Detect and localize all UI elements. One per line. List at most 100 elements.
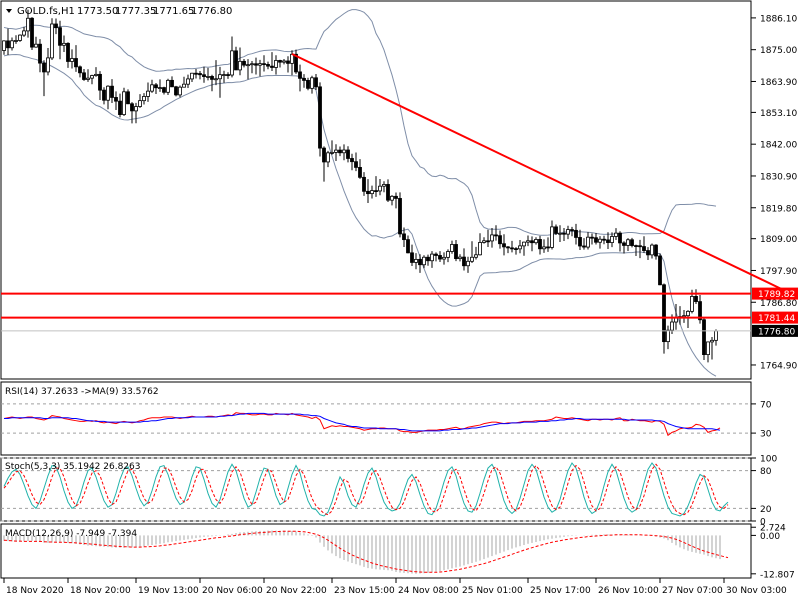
candle-body	[646, 250, 650, 256]
macd-signal-line	[3, 530, 729, 573]
price-tick-label: 1842.00	[760, 141, 797, 151]
candle-body	[642, 246, 646, 251]
rsi-line	[3, 412, 721, 437]
candle-body	[554, 226, 558, 234]
candle-body	[306, 80, 310, 89]
candle-body	[58, 27, 62, 46]
candle-body	[442, 256, 446, 260]
candle-body	[114, 97, 118, 102]
candle-body	[710, 339, 714, 343]
indicator-tick-label: 20	[760, 505, 772, 515]
rsi-pane-frame	[0, 381, 752, 456]
indicator-tick-label: 0	[760, 518, 766, 528]
chart-header: GOLD.fs,H1 1773.50 1777.35 1771.65 1776.…	[6, 6, 232, 17]
candle-body	[310, 77, 314, 89]
price-axis: 1886.10 1875.00 1863.90 1853.10 1842.00 1830.…	[751, 14, 797, 371]
time-tick-label: 20 Nov 06:00	[202, 586, 263, 596]
candle-body	[330, 152, 334, 154]
candle-body	[402, 233, 406, 241]
stochastic-pane[interactable]: 100 80 20 0 Stoch(5,3,3) 35.1942 26.8263	[0, 455, 777, 528]
rsi-pane[interactable]: 70 30 RSI(14) 37.2633 ->MA(9) 33.5762	[0, 381, 772, 456]
candle-body	[430, 253, 434, 262]
candle-body	[70, 58, 74, 62]
candle-body	[506, 246, 510, 249]
candle-body	[434, 253, 438, 256]
candle-body	[518, 245, 522, 250]
candle-body	[298, 71, 302, 79]
candle-body	[386, 184, 390, 201]
candlesticks	[2, 9, 718, 363]
candle-body	[618, 232, 622, 244]
candle-body	[578, 237, 582, 247]
rsi-ma-line	[4, 412, 721, 432]
macd-tick-label: -12.807	[760, 570, 795, 580]
candle-body	[254, 63, 258, 66]
price-tick-label: 1863.90	[760, 78, 797, 88]
candle-body	[34, 43, 38, 48]
candle-body	[338, 149, 342, 154]
bollinger-bands	[3, 9, 717, 377]
candle-body	[74, 58, 78, 68]
candle-body	[666, 329, 670, 343]
candle-body	[146, 90, 150, 97]
price-tick-label: 1809.00	[760, 235, 797, 245]
candle-body	[526, 240, 530, 243]
candle-body	[162, 87, 166, 93]
candle-body	[182, 83, 186, 88]
candle-body	[394, 195, 398, 199]
price-pane-frame	[0, 0, 752, 380]
candle-body	[542, 246, 546, 250]
candle-body	[574, 229, 578, 238]
time-tick-label: 18 Nov 20:00	[70, 586, 131, 596]
candle-body	[118, 100, 122, 115]
candle-body	[46, 57, 50, 73]
chart-menu-triangle-icon[interactable]	[6, 9, 12, 13]
candle-body	[478, 242, 482, 256]
candle-body	[670, 321, 674, 331]
resistance-trendline	[291, 53, 785, 292]
candle-body	[54, 23, 58, 29]
candle-body	[698, 301, 702, 321]
candle-body	[690, 296, 694, 312]
candle-body	[682, 315, 686, 318]
price-tick-label: 1853.10	[760, 109, 797, 119]
candle-body	[202, 74, 206, 78]
low-value: 1771.65	[153, 6, 194, 17]
candle-body	[350, 158, 354, 163]
candle-body	[286, 60, 290, 64]
candle-body	[550, 226, 554, 248]
stochastic-label: Stoch(5,3,3) 35.1942 26.8263	[5, 462, 140, 472]
candle-body	[318, 86, 322, 149]
candle-body	[262, 63, 266, 66]
stochastic-main-line	[3, 462, 729, 517]
candle-body	[606, 239, 610, 243]
candle-body	[174, 86, 178, 96]
candle-body	[658, 255, 662, 286]
candle-body	[194, 72, 198, 75]
horizontal-levels[interactable]: 1789.82 1781.44 1776.80	[1, 287, 798, 338]
candle-body	[246, 64, 250, 67]
candle-body	[142, 96, 146, 102]
candle-body	[234, 50, 238, 71]
time-tick-label: 24 Nov 08:00	[398, 586, 459, 596]
macd-tick-label: 0.00	[760, 532, 780, 542]
candle-body	[98, 73, 102, 91]
candle-body	[170, 79, 174, 88]
candle-body	[154, 84, 158, 89]
time-tick-label: 20 Nov 22:00	[266, 586, 327, 596]
price-pane[interactable]: 1886.10 1875.00 1863.90 1853.10 1842.00 1830.…	[0, 0, 798, 380]
candle-body	[562, 232, 566, 235]
candle-body	[366, 190, 370, 195]
candle-body	[582, 245, 586, 248]
candle-body	[110, 85, 114, 98]
candle-body	[2, 40, 6, 51]
candle-body	[270, 65, 274, 68]
candle-body	[106, 85, 110, 101]
candle-body	[450, 244, 454, 252]
candle-body	[210, 76, 214, 80]
indicator-tick-label: 80	[760, 467, 772, 477]
time-tick-label: 25 Nov 17:00	[530, 586, 591, 596]
trendline[interactable]	[291, 53, 785, 292]
